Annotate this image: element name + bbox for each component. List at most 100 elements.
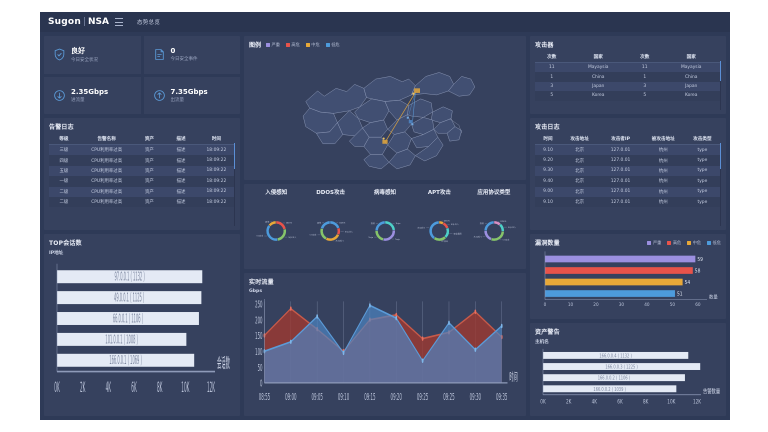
table-cell: 18:09:22	[206, 147, 227, 153]
legend-entry[interactable]: 严重	[266, 42, 280, 48]
table-row[interactable]: 一级 CPU利用率过高 资产 描述 18:09:22	[49, 176, 235, 187]
kpi-label: 进流量	[71, 97, 85, 103]
x-tick-label: 10K	[667, 399, 676, 406]
legend-entry[interactable]: 中危	[305, 42, 320, 48]
attack-log-table-wrap[interactable]: 时间 攻击地址 攻击者IP 被攻击地址 攻击类型 9.10 北京 127.0.01 杭州 typ…	[535, 134, 721, 226]
legend-entry[interactable]: 中危	[687, 240, 701, 246]
china-map[interactable]	[249, 50, 521, 176]
table-cell: 127.0.01	[610, 199, 631, 205]
donut-slice-label: Troja	[368, 235, 373, 238]
table-row[interactable]: 3 Japan 3 Japan	[535, 81, 721, 92]
table-row[interactable]: 5 Korea 5 Korea	[535, 91, 721, 101]
legend-entry[interactable]: 高危	[667, 240, 681, 246]
table-row[interactable]: 二级 CPU利用率过高 资产 描述 18:09:22	[49, 196, 235, 208]
legend-label: 严重	[271, 41, 280, 47]
kpi-inbound-traffic[interactable]: 2.35Gbps 进流量	[44, 76, 141, 114]
x-tick-label: 10	[568, 302, 574, 308]
table-cell: 二级	[59, 200, 69, 206]
column-header: 被攻击地址	[642, 134, 684, 145]
table-cell: Korea	[592, 93, 605, 99]
table-cell: type	[697, 199, 708, 205]
donut-chart[interactable]: DDOS SQL注入 安全漏洞 CC攻击 木马后门	[412, 197, 466, 265]
scrollbar-track[interactable]	[719, 143, 721, 226]
donut-slice-label: CC攻击	[256, 233, 263, 237]
table-cell: 二级	[59, 189, 69, 195]
table-header-row: 次数 国家 次数 国家	[535, 52, 721, 63]
donut-title: 应用协议类型	[477, 189, 511, 196]
bar-category-label: 166.0.0.2 ( 1106 )	[598, 375, 631, 382]
table-row[interactable]: 9.00 北京 127.0.01 杭州 type	[535, 186, 721, 197]
bar-value-label: 58	[695, 268, 701, 274]
table-row[interactable]: 二级 CPU利用率过高 资产 描述 18:09:22	[49, 186, 235, 197]
table-row[interactable]: 三级 CPU利用率过高 资产 描述 18:09:22	[49, 144, 235, 156]
table-cell: type	[697, 158, 708, 164]
donut-chart[interactable]: DDOS SQL注入 CC攻击 其他	[249, 197, 303, 265]
legend-swatch	[647, 240, 652, 245]
scrollbar-track[interactable]	[233, 143, 235, 226]
bar-category-label: 49.0.0.1 ( 1125 )	[114, 292, 144, 306]
donut-title: DDOS攻击	[316, 189, 345, 196]
column-header: 攻击者IP	[598, 134, 643, 145]
x-tick-label: 09:25	[443, 390, 454, 402]
arrow-in-icon	[53, 89, 66, 102]
column-header: 次数	[627, 52, 662, 63]
table-row[interactable]: 9.10 北京 127.0.01 杭州 type	[535, 196, 721, 208]
table-row[interactable]: 1 China 1 China	[535, 72, 721, 82]
attacker-table-wrap[interactable]: 次数 国家 次数 国家 11 Mayaysia 11 Mayaysia 1 China 1 Chin…	[535, 52, 721, 110]
table-cell: Mayaysia	[587, 65, 609, 71]
y-axis-label: 主机名	[535, 340, 549, 345]
x-tick-label: 09:15	[364, 390, 375, 402]
table-cell: 18:09:22	[206, 168, 227, 174]
kpi-security-status[interactable]: 良好 今日安全状况	[44, 36, 141, 74]
table-row[interactable]: 9.40 北京 127.0.01 杭州 type	[535, 176, 721, 187]
legend-entry[interactable]: 严重	[647, 240, 661, 246]
table-cell: CPU利用率过高	[91, 200, 123, 206]
bar-category-label: 97.0.0.1 ( 1132 )	[115, 271, 145, 285]
x-tick-label: 2K	[566, 399, 572, 406]
legend-entry[interactable]: 低危	[707, 240, 721, 246]
donut-slice-label: SQL注入	[451, 222, 459, 226]
column-header: 资产	[134, 134, 165, 145]
scrollbar-thumb[interactable]	[719, 61, 721, 81]
table-row[interactable]: 五级 CPU利用率过高 资产 描述 18:09:22	[49, 165, 235, 177]
x-axis-label: 会话数	[217, 355, 230, 373]
legend-swatch	[325, 42, 330, 47]
column-header: 时间	[197, 134, 235, 145]
donut-chart[interactable]: Troja Troja Troja 其他	[358, 197, 412, 265]
scrollbar-thumb[interactable]	[719, 143, 721, 169]
alarm-log-table-wrap[interactable]: 等级 告警名称 资产 描述 时间 三级 CPU利用率过高 资产 描述 18:09:22 四级 CPU…	[49, 134, 235, 226]
scrollbar-track[interactable]	[719, 61, 721, 110]
table-cell: 三级	[59, 148, 69, 154]
table-cell: CPU利用率过高	[91, 179, 123, 185]
legend-entry[interactable]: 低危	[325, 42, 340, 48]
x-tick-label: 30	[619, 302, 625, 308]
x-tick-label: 09:00	[285, 390, 296, 402]
attack-flow-lines	[384, 91, 416, 143]
nav-item-overview[interactable]: 态势总览	[136, 20, 161, 26]
donut-chart[interactable]: DDOS SQL注入 木马后门 CC攻击 其他	[303, 197, 357, 265]
bar	[543, 374, 685, 382]
table-row[interactable]: 11 Mayaysia 11 Mayaysia	[535, 62, 721, 73]
table-row[interactable]: 9.30 北京 127.0.01 杭州 type	[535, 165, 721, 177]
kpi-security-events[interactable]: 0 今日安全事件	[143, 36, 240, 74]
bar	[543, 351, 689, 359]
scrollbar-thumb[interactable]	[233, 143, 235, 169]
table-cell: 资产	[145, 189, 154, 195]
kpi-value: 2.35Gbps	[71, 87, 109, 96]
hamburger-icon[interactable]	[114, 18, 123, 26]
asset-alarm-panel: 资产警告 主机名 166.0.0.4 ( 1132 ) 166.0.0.3 ( 1…	[530, 323, 726, 416]
donut-chart[interactable]: DDOS SQL注入 CC攻击 木马后门 其他	[467, 197, 521, 265]
x-tick-label: 10K	[181, 380, 190, 396]
legend-entry[interactable]: 高危	[285, 42, 300, 48]
table-cell: 18:09:22	[206, 158, 227, 164]
bar	[545, 278, 683, 286]
legend-swatch	[707, 240, 712, 245]
table-cell: 北京	[575, 179, 585, 185]
table-row[interactable]: 9.20 北京 127.0.01 杭州 type	[535, 155, 721, 166]
table-row[interactable]: 四级 CPU利用率过高 资产 描述 18:09:22	[49, 155, 235, 166]
kpi-outbound-traffic[interactable]: 7.35Gbps 出流量	[143, 76, 240, 114]
table-cell: 资产	[145, 200, 154, 206]
table-row[interactable]: 9.10 北京 127.0.01 杭州 type	[535, 144, 721, 156]
bar	[543, 385, 677, 393]
column-header: 国家	[661, 52, 721, 63]
